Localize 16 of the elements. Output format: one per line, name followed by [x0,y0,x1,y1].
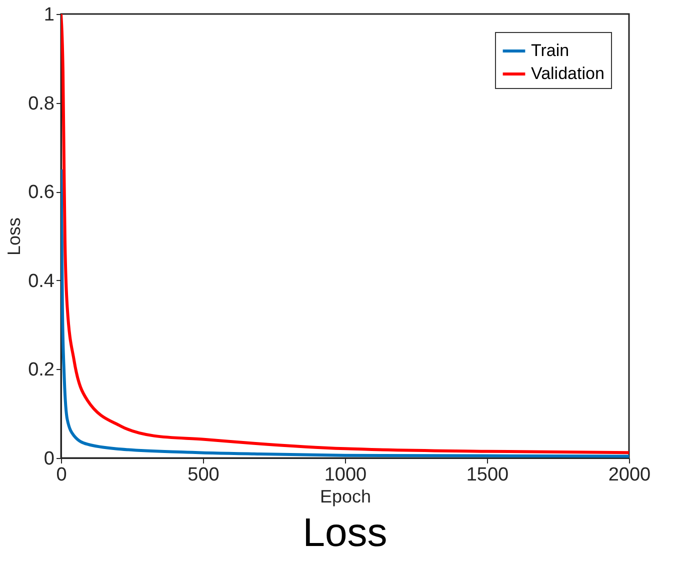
x-tick-label: 1500 [466,464,509,486]
y-tick-label: 0.2 [28,360,54,381]
x-tick-label: 2000 [608,464,651,486]
y-tick-label: 0.6 [28,182,54,204]
legend-label: Train [531,41,570,60]
y-tick-label: 0.8 [28,93,54,114]
y-axis-title: Loss [4,217,24,256]
x-tick-label: 1000 [324,464,367,486]
y-tick-label: 0.4 [28,270,55,292]
text: Loss [302,511,388,555]
y-tick-label: 1 [44,4,54,26]
legend-label: Validation [531,64,604,83]
x-tick-label: 500 [188,464,220,486]
line-series [61,14,629,454]
y-tick-label: 0 [44,448,54,470]
x-axis-title: Epoch [320,486,372,506]
